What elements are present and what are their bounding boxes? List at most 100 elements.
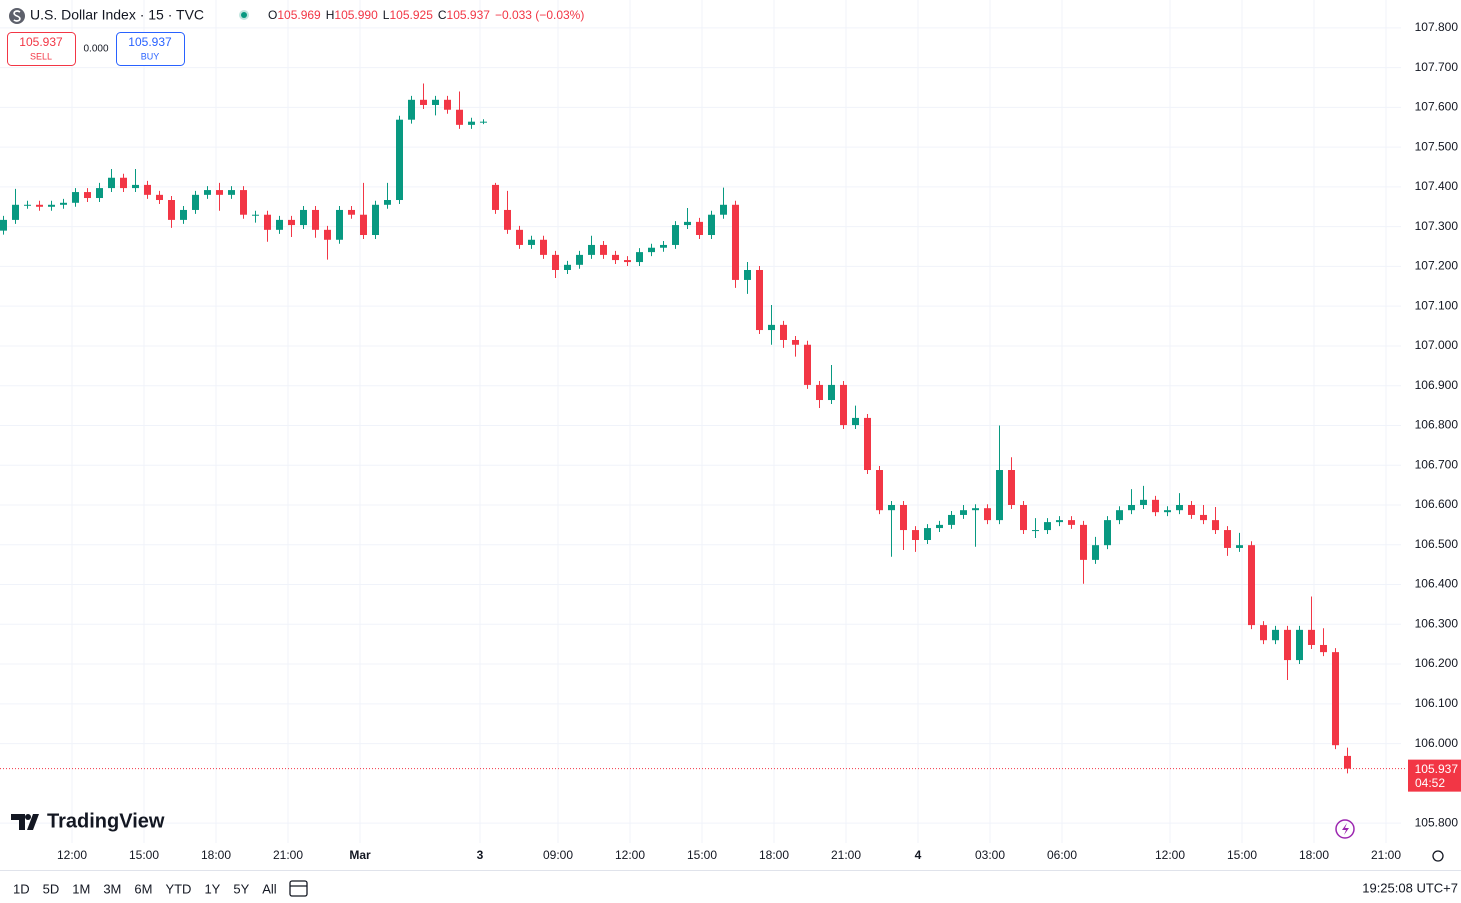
candles: [0, 83, 1351, 774]
y-tick-label: 105.800: [1415, 815, 1459, 829]
x-tick-label: 06:00: [1047, 848, 1077, 862]
ohlc-key: H: [326, 8, 335, 22]
y-tick-label: 106.800: [1415, 418, 1459, 432]
x-tick-label: 18:00: [201, 848, 231, 862]
candle-body: [480, 121, 487, 123]
candle-body: [72, 192, 79, 203]
candle-body: [1344, 755, 1351, 769]
candle-body: [12, 204, 19, 220]
ohlc-key: O: [268, 8, 277, 22]
candle-body: [588, 244, 595, 255]
y-tick-label: 106.400: [1415, 577, 1459, 591]
y-tick-label: 107.700: [1415, 60, 1459, 74]
candle-body: [48, 204, 55, 207]
candle-body: [660, 244, 667, 248]
y-tick-label: 106.200: [1415, 656, 1459, 670]
candle-body: [456, 109, 463, 125]
candle-body: [1272, 629, 1279, 641]
candle-body: [708, 214, 715, 236]
candle-body: [1188, 505, 1195, 515]
date-range-icon[interactable]: [289, 880, 308, 897]
candle-body: [288, 219, 295, 226]
candle-body: [432, 99, 439, 105]
x-tick-label: 3: [477, 848, 484, 862]
spread: 0.000: [83, 44, 108, 55]
range-button[interactable]: 6M: [134, 881, 152, 896]
candle-body: [348, 209, 355, 215]
buy-label[interactable]: BUY: [141, 51, 160, 61]
sell-label[interactable]: SELL: [30, 51, 52, 61]
last-price-box: [1408, 759, 1461, 792]
ohlc-value: 105.969: [277, 8, 321, 22]
candle-body: [1020, 505, 1027, 531]
candle-body: [1032, 530, 1039, 532]
range-button[interactable]: YTD: [165, 881, 191, 896]
y-tick-label: 107.300: [1415, 219, 1459, 233]
ohlc-key: L: [383, 8, 390, 22]
candle-body: [972, 508, 979, 511]
y-tick-label: 106.100: [1415, 696, 1459, 710]
candle-body: [828, 384, 835, 401]
candle-body: [864, 417, 871, 471]
sell-price[interactable]: 105.937: [19, 35, 63, 49]
buy-button[interactable]: [116, 32, 185, 66]
candle-body: [624, 260, 631, 263]
candle-body: [888, 505, 895, 511]
candle-body: [372, 204, 379, 236]
candle-body: [1260, 625, 1267, 641]
candle-body: [1068, 520, 1075, 525]
candle-body: [300, 209, 307, 226]
x-tick-label: 12:00: [57, 848, 87, 862]
candle-body: [876, 470, 883, 511]
candle-body: [540, 239, 547, 255]
candle-body: [1116, 510, 1123, 521]
ohlc-key: C: [438, 8, 447, 22]
candle-body: [1104, 520, 1111, 546]
candle-body: [744, 269, 751, 280]
candle-body: [264, 214, 271, 230]
range-button[interactable]: 3M: [103, 881, 121, 896]
range-button[interactable]: 1Y: [204, 881, 220, 896]
sell-button[interactable]: [7, 32, 76, 66]
candle-body: [1248, 545, 1255, 626]
buy-price[interactable]: 105.937: [128, 35, 172, 49]
candle-body: [900, 505, 907, 531]
y-tick-label: 107.600: [1415, 100, 1459, 114]
candle-body: [636, 252, 643, 263]
candle-body: [84, 192, 91, 199]
candle-body: [1008, 470, 1015, 506]
x-tick-label: 18:00: [759, 848, 789, 862]
settings-icon[interactable]: [1432, 850, 1444, 862]
y-tick-label: 106.000: [1415, 736, 1459, 750]
candle-body: [1284, 629, 1291, 661]
y-tick-label: 107.400: [1415, 179, 1459, 193]
candle-body: [396, 119, 403, 201]
candle-body: [192, 194, 199, 210]
toolbar: 1D 5D 1M 3M 6M YTD 1Y 5Y All: [13, 881, 277, 896]
logo-dot: [25, 814, 31, 820]
y-tick-label: 107.500: [1415, 139, 1459, 153]
candle-body: [1140, 499, 1147, 506]
y-tick-label: 107.800: [1415, 20, 1459, 34]
alert-icon-glyph: [1342, 823, 1349, 835]
candle-body: [1332, 652, 1339, 746]
range-button[interactable]: All: [262, 881, 277, 896]
candle-body: [672, 225, 679, 245]
ohlc-value: 105.937: [447, 8, 491, 22]
status-dot: [241, 12, 247, 18]
alert-icon[interactable]: [1335, 819, 1355, 839]
range-button[interactable]: 5D: [43, 881, 60, 896]
candle-body: [684, 221, 691, 226]
range-button[interactable]: 5Y: [233, 881, 249, 896]
x-tick-label: Mar: [349, 848, 371, 862]
candle-body: [1164, 510, 1171, 513]
candle-body: [0, 219, 7, 231]
candle-body: [204, 190, 211, 195]
x-tick-label: 21:00: [1371, 848, 1401, 862]
y-tick-label: 106.700: [1415, 457, 1459, 471]
candle-body: [120, 177, 127, 189]
candle-body: [1236, 545, 1243, 548]
range-button[interactable]: 1M: [72, 881, 90, 896]
range-button[interactable]: 1D: [13, 881, 30, 896]
